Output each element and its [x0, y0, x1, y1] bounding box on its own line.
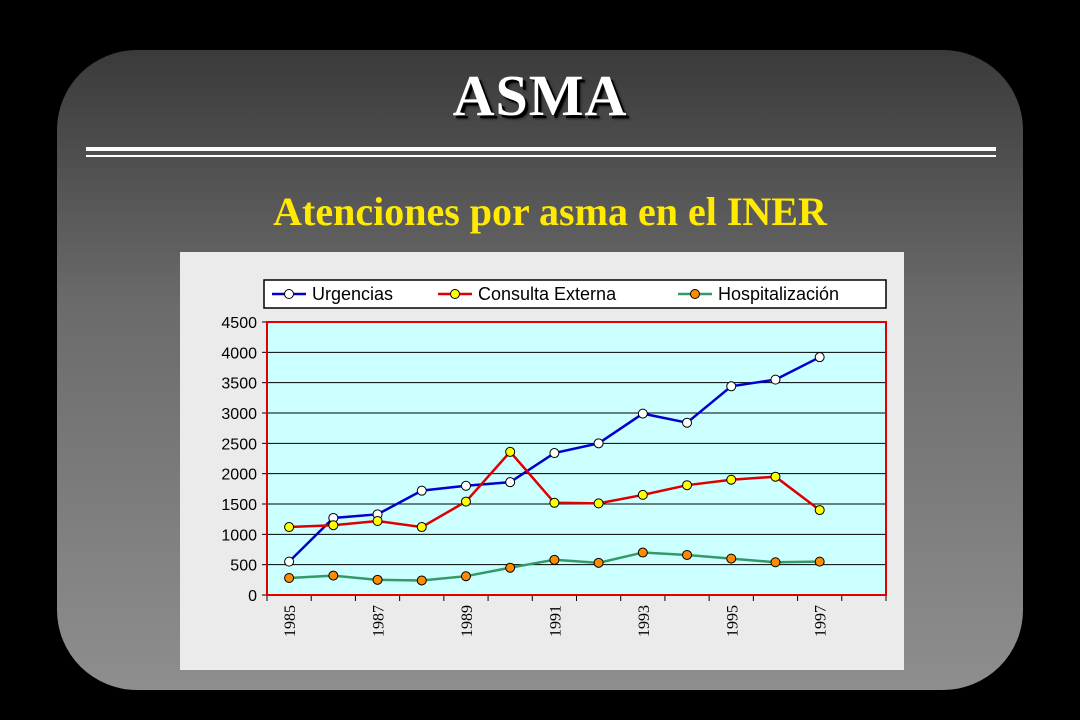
- y-tick-label: 2500: [221, 436, 257, 453]
- data-point: [372, 574, 383, 585]
- data-point: [549, 497, 560, 508]
- x-tick-label: 1993: [636, 605, 653, 637]
- data-series: [284, 352, 825, 586]
- y-tick-label: 3000: [221, 406, 257, 423]
- y-tick-label: 500: [230, 558, 257, 575]
- data-point: [284, 556, 295, 567]
- data-point: [682, 480, 693, 491]
- y-tick-label: 0: [248, 588, 257, 605]
- data-point: [505, 562, 516, 573]
- series-2: [284, 547, 825, 586]
- data-point: [505, 446, 516, 457]
- data-point: [284, 573, 295, 584]
- data-point: [637, 408, 648, 419]
- x-tick-label: 1995: [724, 605, 741, 637]
- x-tick-label: 1989: [459, 605, 476, 637]
- legend-swatch-marker: [450, 289, 460, 299]
- data-point: [726, 553, 737, 564]
- x-tick-label: 1987: [371, 605, 388, 637]
- slide-title: ASMA: [452, 63, 628, 128]
- data-point: [770, 557, 781, 568]
- data-point: [814, 556, 825, 567]
- series-1: [284, 446, 825, 533]
- y-tick-label: 2000: [221, 467, 257, 484]
- data-point: [770, 471, 781, 482]
- data-point: [814, 352, 825, 363]
- y-tick-label: 1000: [221, 527, 257, 544]
- data-point: [593, 557, 604, 568]
- data-point: [284, 522, 295, 533]
- data-point: [726, 381, 737, 392]
- y-tick-label: 1500: [221, 497, 257, 514]
- data-point: [505, 477, 516, 488]
- data-point: [814, 505, 825, 516]
- chart-panel: Urgencias Consulta Externa Hospitalización…: [180, 252, 904, 670]
- x-tick-label: 1985: [282, 605, 299, 637]
- data-point: [416, 485, 427, 496]
- y-tick-label: 3500: [221, 376, 257, 393]
- x-axis-ticks: 1985 1987 1989 1991 1993 1995 1997: [266, 595, 887, 637]
- data-point: [372, 515, 383, 526]
- data-point: [682, 417, 693, 428]
- data-point: [593, 498, 604, 509]
- legend-box: [263, 279, 887, 309]
- y-axis-ticks: 0 500 1000 1500 2000 2500 3000 3500 4000 4500: [221, 315, 267, 605]
- x-tick-label: 1991: [547, 605, 564, 637]
- title-divider-thin: [86, 155, 996, 157]
- data-point: [328, 520, 339, 531]
- data-point: [637, 489, 648, 500]
- plot-area: [267, 322, 886, 595]
- data-point: [593, 438, 604, 449]
- legend-entry: Urgencias: [312, 284, 393, 304]
- line-chart: Urgencias Consulta Externa Hospitalización…: [221, 279, 887, 637]
- legend-swatch-marker: [284, 289, 294, 299]
- data-point: [726, 474, 737, 485]
- data-point: [328, 570, 339, 581]
- y-tick-label: 4000: [221, 345, 257, 362]
- title-divider-thick: [86, 147, 996, 151]
- data-point: [460, 480, 471, 491]
- data-point: [416, 522, 427, 533]
- data-point: [460, 496, 471, 507]
- slide-subtitle: Atenciones por asma en el INER: [273, 189, 827, 234]
- chart-legend: Urgencias Consulta Externa Hospitalización: [263, 279, 887, 309]
- series-0: [284, 352, 825, 567]
- plot-border: [266, 321, 887, 596]
- legend-swatch-marker: [690, 289, 700, 299]
- legend-entry: Hospitalización: [718, 284, 839, 304]
- legend-entry: Consulta Externa: [478, 284, 617, 304]
- x-tick-label: 1997: [813, 605, 830, 637]
- data-point: [682, 549, 693, 560]
- data-point: [637, 547, 648, 558]
- data-point: [460, 571, 471, 582]
- data-point: [416, 575, 427, 586]
- y-tick-label: 4500: [221, 315, 257, 332]
- data-point: [549, 554, 560, 565]
- data-point: [770, 374, 781, 385]
- data-point: [549, 448, 560, 459]
